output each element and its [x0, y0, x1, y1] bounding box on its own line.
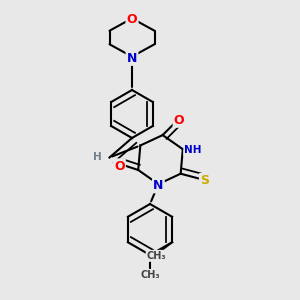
- Text: O: O: [127, 14, 137, 26]
- Text: NH: NH: [184, 145, 202, 155]
- Text: O: O: [174, 114, 184, 127]
- Text: O: O: [114, 160, 124, 172]
- Text: H: H: [93, 152, 102, 162]
- Text: S: S: [200, 174, 209, 187]
- Text: N: N: [153, 179, 164, 192]
- Text: N: N: [127, 52, 137, 64]
- Text: CH₃: CH₃: [140, 270, 160, 280]
- Text: CH₃: CH₃: [147, 251, 166, 261]
